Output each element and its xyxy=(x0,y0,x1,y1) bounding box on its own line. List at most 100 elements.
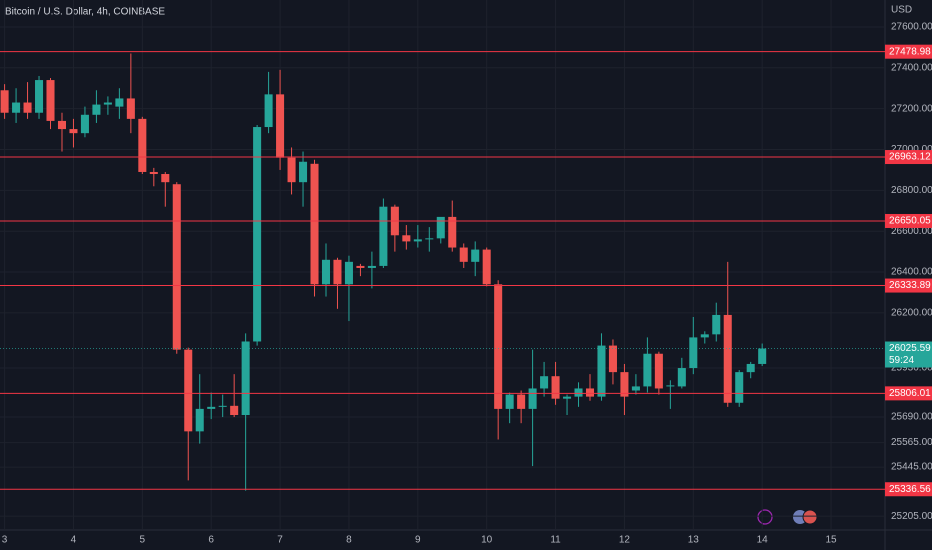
candle-body xyxy=(413,239,422,242)
y-tick-label: 27000.00 xyxy=(891,144,932,155)
candle-body xyxy=(161,174,170,183)
y-tick-label: 26800.00 xyxy=(891,185,932,196)
candle-body xyxy=(69,129,78,134)
x-tick-label: 8 xyxy=(346,535,352,546)
candle-body xyxy=(574,388,583,397)
last-price-label: 26025.59 xyxy=(889,343,931,354)
level-label: 26650.05 xyxy=(889,216,931,227)
candle-body xyxy=(735,372,744,403)
candle-body xyxy=(528,388,537,409)
y-tick-label: 26200.00 xyxy=(891,308,932,319)
icons xyxy=(757,509,818,525)
candle-body xyxy=(92,104,101,115)
level-label-bg xyxy=(885,482,932,497)
x-tick-label: 13 xyxy=(688,535,700,546)
y-tick-label: 25445.00 xyxy=(891,462,932,473)
level-label: 25336.56 xyxy=(889,484,931,495)
x-tick-label: 10 xyxy=(481,535,493,546)
candle-body xyxy=(448,216,457,248)
candle-body xyxy=(103,102,112,105)
y-tick-label: 27200.00 xyxy=(891,103,932,114)
candle-body xyxy=(46,80,55,121)
y-tick-label: 25565.00 xyxy=(891,437,932,448)
candle-body xyxy=(126,98,135,119)
candle-body xyxy=(333,259,342,285)
level-label-bg xyxy=(885,44,932,59)
candle-body xyxy=(149,171,158,175)
candle-body xyxy=(746,363,755,373)
x-tick-label: 5 xyxy=(140,535,146,546)
x-tick-label: 14 xyxy=(757,535,769,546)
candle-body xyxy=(23,102,32,113)
x-tick-label: 3 xyxy=(2,535,8,546)
icon xyxy=(802,509,818,525)
level-label: 26333.89 xyxy=(889,280,931,291)
chart-title: Bitcoin / U.S. Dollar, 4h, COINBASE xyxy=(5,7,165,18)
candle-body xyxy=(597,345,606,397)
candle-body xyxy=(264,94,273,128)
candle-body xyxy=(712,314,721,335)
candle-body xyxy=(310,163,319,285)
candle-body xyxy=(758,348,767,364)
candle-body xyxy=(80,114,89,134)
candle-body xyxy=(367,265,376,268)
candle-body xyxy=(218,405,227,407)
candle-body xyxy=(505,394,514,409)
level-label-bg xyxy=(885,150,932,165)
candle-body xyxy=(379,206,388,266)
candle-body xyxy=(540,376,549,389)
x-tick-label: 12 xyxy=(619,535,631,546)
candle-body xyxy=(723,314,732,403)
candle-body xyxy=(172,184,181,350)
candle-body xyxy=(253,127,262,342)
level-label: 26963.12 xyxy=(889,152,931,163)
candle-body xyxy=(0,90,9,113)
candle-body xyxy=(402,235,411,242)
candle-body xyxy=(563,396,572,399)
level-label-bg xyxy=(885,213,932,228)
x-tick-label: 15 xyxy=(825,535,837,546)
candle-body xyxy=(138,118,147,172)
level-label: 27478.98 xyxy=(889,46,931,57)
candle-body xyxy=(425,238,434,240)
candle-body xyxy=(115,98,124,107)
candle-body xyxy=(551,376,560,399)
candle-body xyxy=(436,216,445,239)
candle-body xyxy=(608,345,617,373)
x-tick-label: 4 xyxy=(71,535,77,546)
y-tick-label: 27400.00 xyxy=(891,62,932,73)
candle-body xyxy=(184,349,193,432)
candle-body xyxy=(631,386,640,391)
candle-body xyxy=(356,265,365,268)
candle-body xyxy=(654,353,663,389)
y-tick-label: 27600.00 xyxy=(891,22,932,33)
y-tick-label: 25205.00 xyxy=(891,511,932,522)
last-price-label-bg xyxy=(885,341,932,368)
candle-body xyxy=(299,161,308,183)
y-tick-label: 25690.00 xyxy=(891,412,932,423)
candle-body xyxy=(321,259,331,285)
candle-body xyxy=(494,284,503,409)
x-tick-label: 6 xyxy=(208,535,214,546)
y-tick-label: 26400.00 xyxy=(891,267,932,278)
candle-body xyxy=(620,372,629,397)
candle-body xyxy=(482,249,491,285)
candle-body xyxy=(677,368,686,387)
y-tick-label: 26600.00 xyxy=(891,226,932,237)
candle-body xyxy=(471,249,480,262)
candle-body xyxy=(585,388,595,397)
x-tick-label: 7 xyxy=(277,535,283,546)
grid xyxy=(0,0,885,530)
candle-body xyxy=(700,334,709,338)
currency-label: USD xyxy=(891,5,912,16)
candle-body xyxy=(517,394,526,409)
candle-body xyxy=(643,353,652,387)
candle-body xyxy=(666,385,675,387)
candle-body xyxy=(35,80,44,113)
candle-body xyxy=(276,94,285,158)
level-label: 25806.01 xyxy=(889,388,931,399)
candle-body xyxy=(12,102,21,113)
candle-body xyxy=(195,408,204,432)
